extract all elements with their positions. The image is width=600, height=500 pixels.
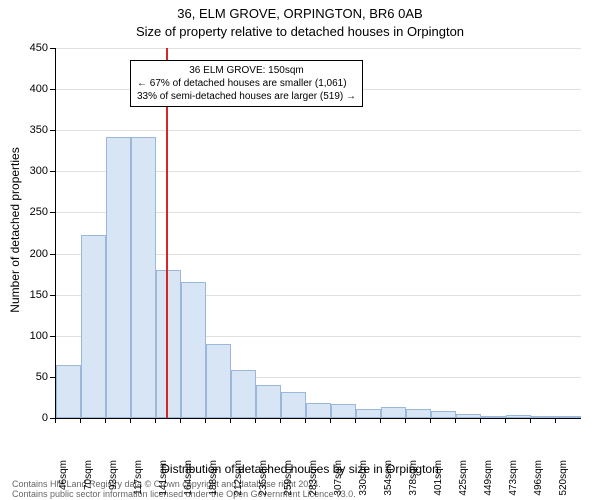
y-tick-mark	[50, 89, 55, 90]
x-tick-label: 46sqm	[58, 460, 69, 490]
x-tick-label: 141sqm	[158, 460, 169, 496]
histogram-bar	[531, 416, 556, 418]
y-tick-label: 150	[8, 289, 48, 301]
y-tick-label: 350	[8, 124, 48, 136]
histogram-bar	[456, 414, 481, 418]
x-tick-label: 259sqm	[283, 460, 294, 496]
x-tick-label: 354sqm	[383, 460, 394, 496]
y-tick-label: 450	[8, 42, 48, 54]
histogram-bar	[231, 370, 256, 418]
chart-title-line1: 36, ELM GROVE, ORPINGTON, BR6 0AB	[0, 6, 600, 21]
histogram-bar	[81, 235, 106, 418]
x-tick-label: 307sqm	[333, 460, 344, 496]
x-tick-mark	[105, 418, 106, 423]
x-tick-mark	[430, 418, 431, 423]
histogram-bar	[156, 270, 181, 418]
x-tick-mark	[555, 418, 556, 423]
histogram-bar	[181, 282, 206, 418]
histogram-bar	[506, 415, 531, 418]
x-tick-mark	[405, 418, 406, 423]
histogram-bar	[56, 365, 81, 418]
x-tick-mark	[330, 418, 331, 423]
x-tick-mark	[155, 418, 156, 423]
x-tick-mark	[280, 418, 281, 423]
grid-line	[56, 48, 581, 49]
y-tick-label: 250	[8, 206, 48, 218]
x-tick-label: 496sqm	[533, 460, 544, 496]
x-tick-label: 164sqm	[183, 460, 194, 496]
x-tick-mark	[480, 418, 481, 423]
annotation-box: 36 ELM GROVE: 150sqm ← 67% of detached h…	[130, 60, 363, 107]
x-tick-mark	[505, 418, 506, 423]
x-tick-label: 425sqm	[458, 460, 469, 496]
histogram-bar	[381, 407, 406, 418]
x-tick-mark	[530, 418, 531, 423]
annotation-line2: ← 67% of detached houses are smaller (1,…	[137, 77, 356, 90]
x-tick-mark	[55, 418, 56, 423]
x-tick-label: 449sqm	[483, 460, 494, 496]
y-tick-label: 100	[8, 330, 48, 342]
histogram-bar	[281, 392, 306, 418]
x-tick-mark	[205, 418, 206, 423]
histogram-bar	[331, 404, 356, 418]
chart-container: 36, ELM GROVE, ORPINGTON, BR6 0AB Size o…	[0, 0, 600, 500]
histogram-bar	[356, 409, 381, 418]
x-tick-mark	[230, 418, 231, 423]
x-tick-label: 188sqm	[208, 460, 219, 496]
x-tick-label: 70sqm	[83, 460, 94, 490]
x-tick-label: 93sqm	[108, 460, 119, 490]
y-tick-mark	[50, 48, 55, 49]
x-tick-label: 520sqm	[558, 460, 569, 496]
y-tick-mark	[50, 336, 55, 337]
x-tick-label: 378sqm	[408, 460, 419, 496]
histogram-bar	[206, 344, 231, 418]
histogram-bar	[256, 385, 281, 418]
y-tick-label: 0	[8, 412, 48, 424]
grid-line	[56, 130, 581, 131]
x-tick-mark	[455, 418, 456, 423]
annotation-line3: 33% of semi-detached houses are larger (…	[137, 90, 356, 103]
histogram-bar	[406, 409, 431, 418]
y-tick-mark	[50, 212, 55, 213]
x-tick-label: 117sqm	[133, 460, 144, 495]
y-tick-mark	[50, 254, 55, 255]
histogram-bar	[306, 403, 331, 418]
x-tick-mark	[180, 418, 181, 423]
x-tick-mark	[130, 418, 131, 423]
x-tick-label: 283sqm	[308, 460, 319, 496]
histogram-bar	[431, 411, 456, 418]
x-tick-label: 235sqm	[258, 460, 269, 496]
chart-title-line2: Size of property relative to detached ho…	[0, 24, 600, 39]
x-tick-mark	[305, 418, 306, 423]
x-tick-mark	[255, 418, 256, 423]
y-tick-mark	[50, 295, 55, 296]
y-tick-label: 300	[8, 165, 48, 177]
y-tick-label: 50	[8, 371, 48, 383]
y-tick-label: 200	[8, 248, 48, 260]
x-tick-label: 212sqm	[233, 460, 244, 496]
histogram-bar	[106, 137, 131, 418]
x-tick-mark	[355, 418, 356, 423]
x-tick-mark	[80, 418, 81, 423]
x-tick-label: 401sqm	[433, 460, 444, 496]
histogram-bar	[556, 416, 581, 418]
y-tick-label: 400	[8, 83, 48, 95]
x-tick-label: 330sqm	[358, 460, 369, 496]
x-tick-label: 473sqm	[508, 460, 519, 496]
histogram-bar	[481, 416, 506, 418]
y-tick-mark	[50, 171, 55, 172]
y-tick-mark	[50, 130, 55, 131]
y-tick-mark	[50, 377, 55, 378]
annotation-line1: 36 ELM GROVE: 150sqm	[137, 64, 356, 77]
x-tick-mark	[380, 418, 381, 423]
histogram-bar	[131, 137, 156, 418]
